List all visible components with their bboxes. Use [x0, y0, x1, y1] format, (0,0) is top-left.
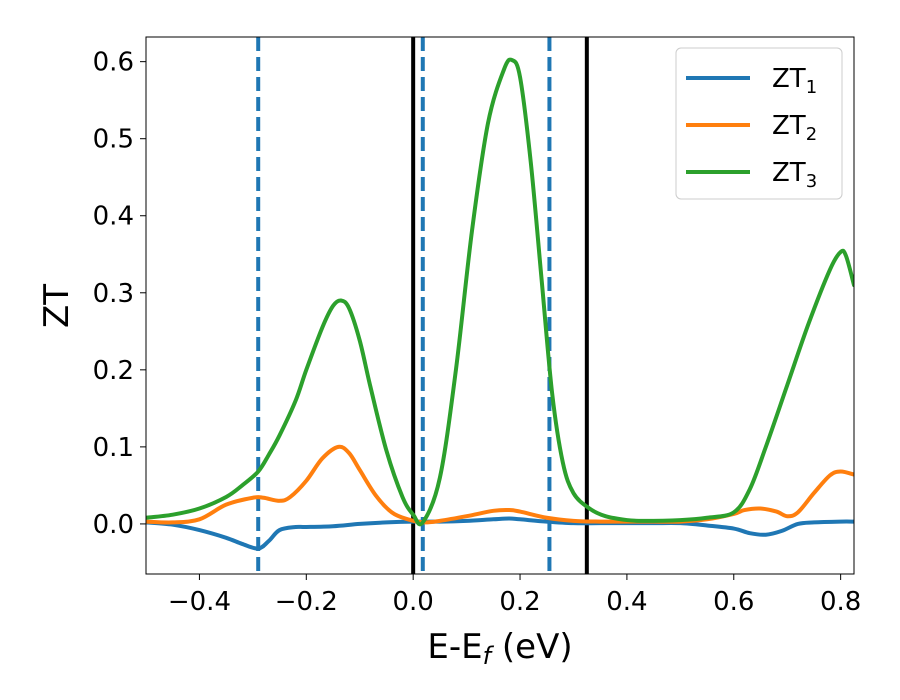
x-tick-label: 0.4 [606, 587, 647, 617]
legend-label-zt3: ZT3 [772, 158, 817, 192]
legend-label-zt1: ZT1 [772, 64, 817, 98]
plot-frame [145, 36, 855, 575]
series-line-zt2 [146, 444, 854, 525]
legend-label-zt2: ZT2 [772, 111, 817, 145]
x-tick-label: 0.0 [392, 587, 433, 617]
y-axis-ticks: 0.0 0.1 0.2 0.3 0.4 0.5 0.6 [93, 48, 146, 540]
x-axis-label-tail: (eV) [491, 627, 573, 667]
x-tick-label: −0.4 [168, 587, 231, 617]
x-axis-label-main: E-E [427, 627, 482, 667]
x-tick-label: 0.8 [820, 587, 861, 617]
plot-area [145, 36, 855, 575]
legend-frame [675, 47, 843, 200]
y-axis-label: ZT [37, 284, 77, 328]
legend: ZT1 ZT2 ZT3 [675, 47, 843, 200]
series-layer [146, 57, 854, 551]
y-tick-label: 0.0 [93, 510, 134, 540]
x-axis-label: E-Ef (eV) [427, 627, 572, 670]
series-line-zt1 [146, 516, 854, 551]
x-tick-label: 0.6 [713, 587, 754, 617]
series-line-zt3 [146, 57, 854, 527]
y-tick-label: 0.6 [93, 48, 134, 78]
y-tick-label: 0.4 [93, 202, 134, 232]
y-tick-label: 0.2 [93, 356, 134, 386]
y-tick-label: 0.3 [93, 279, 134, 309]
x-axis-ticks: −0.4 −0.2 0.0 0.2 0.4 0.6 0.8 [168, 574, 861, 617]
y-tick-label: 0.1 [93, 433, 134, 463]
x-tick-label: −0.2 [275, 587, 338, 617]
x-tick-label: 0.2 [499, 587, 540, 617]
y-tick-label: 0.5 [93, 125, 134, 155]
vlines-layer [256, 37, 589, 574]
